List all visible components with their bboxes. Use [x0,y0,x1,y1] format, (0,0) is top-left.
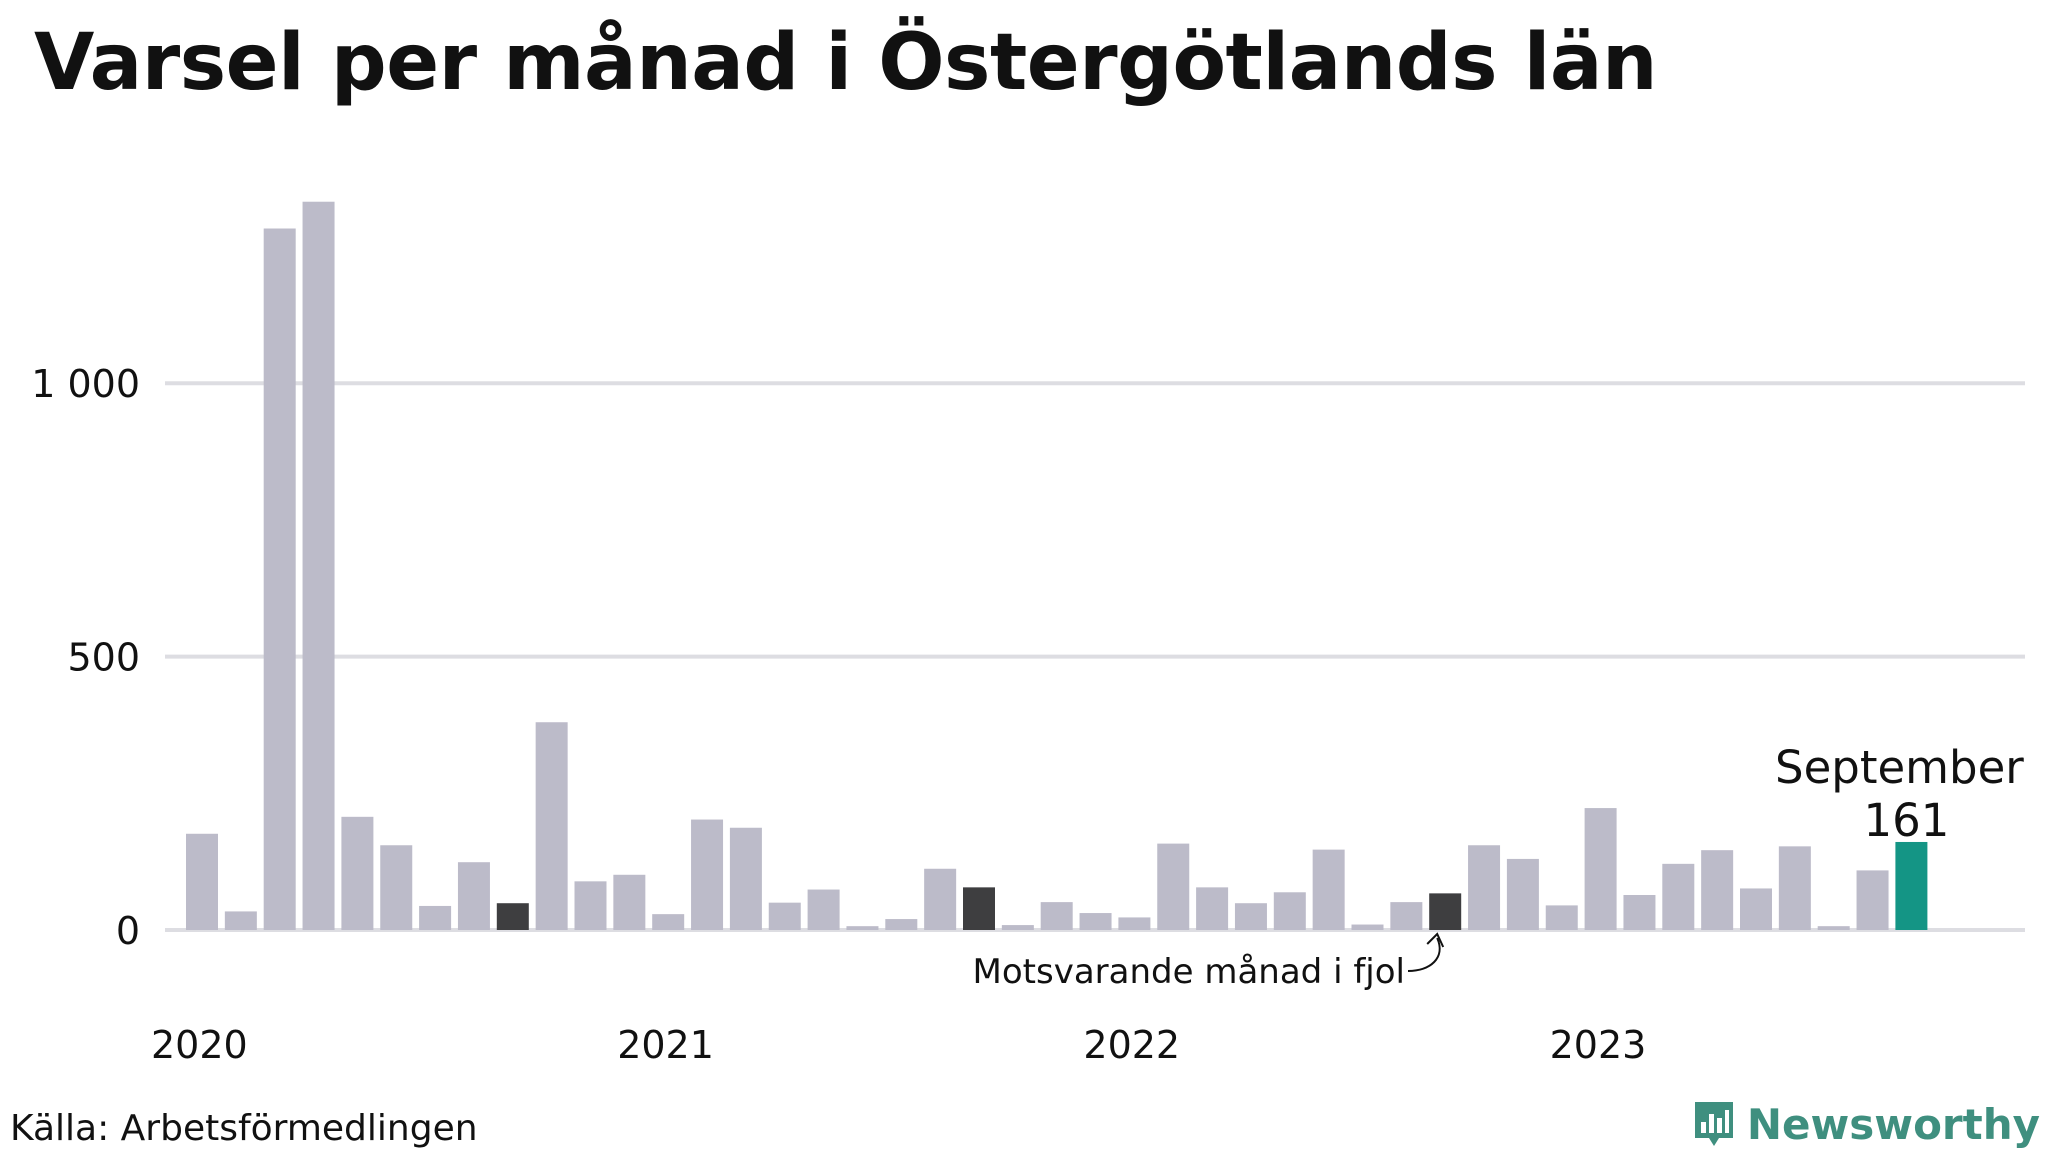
bar-chart: 0 500 1 000 2020 2021 2022 2023 September 161… [31,201,2025,1067]
bar-2022-10 [1468,845,1501,930]
bar-2022-06 [1312,849,1345,930]
bar-2020-01 [186,833,218,930]
bar-2022-04 [1234,903,1267,930]
bar-chart-badge-icon [1694,1102,1733,1146]
bar-2020-02 [224,911,257,930]
bar-2022-09 [1429,893,1462,930]
bar-2022-03 [1196,887,1229,930]
bar-2020-09 [496,903,529,930]
comparison-arrow [1407,937,1441,972]
bar-2023-02 [1623,895,1656,930]
bar-2021-12 [1079,913,1112,930]
bar-2022-11 [1506,858,1539,930]
page-title: Varsel per månad i Östergötlands län [34,18,1658,108]
bar-2020-05 [341,816,374,930]
bar-2021-01 [652,914,685,930]
x-tick-label: 2020 [151,1023,248,1067]
bar-2020-03 [263,228,296,930]
bar-2021-04 [768,902,801,930]
bar-2022-01 [1118,917,1151,930]
x-axis: 2020 2021 2022 2023 [151,1023,1646,1067]
bar-2020-10 [535,722,568,930]
bar-2021-09 [963,887,995,930]
current-annotation: September 161 [1775,741,2024,847]
bar-2023-09 [1895,841,1928,930]
bar-2023-05 [1740,888,1772,930]
bar-2020-04 [302,201,335,931]
bar-2020-08 [457,862,490,930]
bar-2021-05 [807,889,840,930]
bar-2021-07 [885,919,918,930]
x-tick-label: 2021 [617,1023,714,1067]
bar-2022-05 [1273,892,1306,930]
bar-2021-11 [1040,902,1073,930]
y-tick-label: 500 [67,636,140,680]
current-value-label: 161 [1863,794,1949,847]
comparison-note: Motsvarande månad i fjol [973,952,1405,992]
comparison-arrowhead [1426,932,1445,948]
bar-2021-08 [924,868,957,930]
gridlines [165,381,2025,932]
y-tick-label: 0 [116,909,140,953]
bars [186,201,1928,931]
bar-2023-03 [1662,863,1695,930]
bar-2021-02 [691,819,724,930]
bar-2022-08 [1390,902,1423,930]
bar-2022-07 [1351,924,1384,930]
bar-2020-11 [574,881,607,930]
bar-2021-03 [729,827,762,930]
brand-name: Newsworthy [1746,1099,2040,1149]
bar-2022-12 [1545,905,1578,930]
bar-2020-07 [419,905,452,930]
bar-2023-04 [1701,850,1734,930]
x-tick-label: 2023 [1550,1023,1647,1067]
bar-2021-10 [1001,925,1034,930]
x-tick-label: 2022 [1083,1023,1180,1067]
bar-2023-08 [1856,870,1889,930]
bar-2020-06 [380,845,413,930]
bar-2023-01 [1584,808,1617,930]
bar-2022-02 [1157,843,1190,930]
current-month-label: September [1775,741,2024,794]
bar-2023-07 [1817,926,1850,930]
comparison-annotation: Motsvarande månad i fjol [973,932,1445,992]
source-note: Källa: Arbetsförmedlingen [10,1108,478,1149]
bar-2021-06 [846,926,879,930]
bar-2020-12 [613,874,646,930]
brand-logo: Newsworthy [1691,1098,2040,1150]
bar-2023-06 [1778,846,1811,930]
y-axis: 0 500 1 000 [31,362,140,953]
y-tick-label: 1 000 [31,362,140,406]
